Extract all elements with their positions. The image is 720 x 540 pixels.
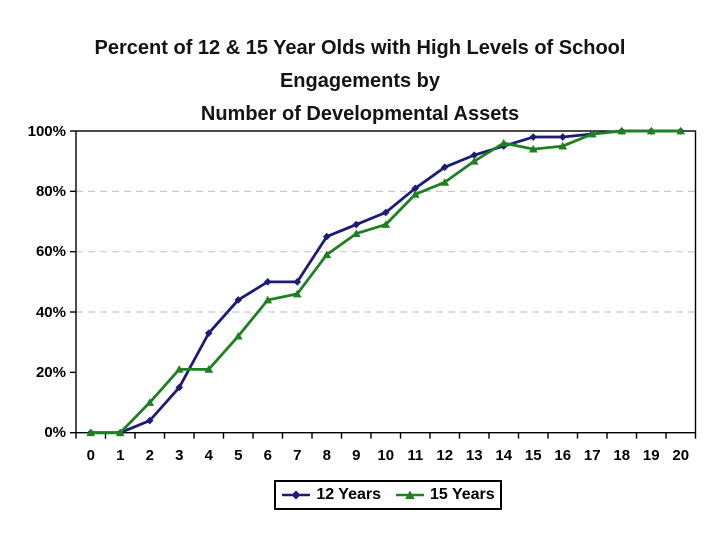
x-axis-label-8: 8 bbox=[322, 447, 331, 464]
marker-triangle-15-years bbox=[381, 220, 391, 228]
x-axis-label-14: 14 bbox=[495, 447, 513, 464]
marker-diamond-12-years bbox=[145, 416, 154, 425]
legend: 12 Years 15 Years bbox=[274, 480, 502, 510]
marker-triangle-15-years bbox=[558, 141, 568, 150]
marker-diamond-12-years bbox=[381, 208, 390, 217]
x-axis-label-20: 20 bbox=[672, 447, 690, 464]
marker-diamond-12-years bbox=[204, 329, 213, 337]
legend-item-12-years: 12 Years bbox=[281, 486, 381, 504]
marker-diamond-12-years bbox=[440, 163, 449, 172]
legend-item-15-years: 15 Years bbox=[395, 486, 495, 504]
marker-triangle-15-years bbox=[86, 428, 96, 437]
marker-diamond-12-years bbox=[322, 232, 331, 241]
marker-triangle-15-years bbox=[351, 229, 361, 237]
y-axis-label-80: 80% bbox=[35, 182, 66, 200]
marker-diamond-12-years bbox=[293, 278, 302, 286]
x-axis-label-17: 17 bbox=[583, 447, 601, 464]
y-axis-label-40: 40% bbox=[35, 303, 66, 321]
x-axis-label-1: 1 bbox=[116, 447, 125, 464]
x-axis-label-12: 12 bbox=[436, 447, 454, 464]
x-axis-label-19: 19 bbox=[642, 447, 660, 464]
marker-triangle-15-years bbox=[469, 156, 479, 165]
legend-label-12-years: 12 Years bbox=[316, 486, 381, 503]
x-axis-label-0: 0 bbox=[86, 447, 95, 464]
marker-triangle-15-years bbox=[528, 144, 538, 153]
marker-diamond-12-years bbox=[263, 278, 272, 286]
marker-triangle-15-years bbox=[145, 398, 155, 406]
marker-diamond-12-years bbox=[352, 220, 361, 229]
marker-triangle-15-years bbox=[204, 365, 214, 373]
marker-triangle-15-years bbox=[440, 178, 450, 186]
marker-triangle-15-years bbox=[587, 129, 597, 138]
legend-line-triangle-icon bbox=[396, 490, 424, 499]
axis-ticks bbox=[70, 130, 697, 439]
legend-line-diamond-icon bbox=[282, 490, 311, 500]
marker-triangle-15-years bbox=[499, 138, 509, 147]
x-axis-label-15: 15 bbox=[524, 447, 542, 464]
marker-diamond-12-years bbox=[234, 296, 243, 304]
x-axis-label-6: 6 bbox=[263, 447, 272, 464]
gridlines bbox=[76, 190, 696, 313]
marker-triangle-15-years bbox=[233, 331, 243, 340]
legend-label-15-years: 15 Years bbox=[430, 486, 495, 503]
marker-triangle-15-years bbox=[115, 428, 125, 437]
marker-diamond-12-years bbox=[558, 133, 567, 141]
marker-triangle-15-years bbox=[292, 289, 302, 298]
x-axis-label-16: 16 bbox=[554, 447, 572, 464]
marker-diamond-12-years bbox=[175, 383, 184, 392]
marker-diamond-12-years bbox=[529, 133, 538, 141]
chart-title-line-1: Percent of 12 & 15 Year Olds with High L… bbox=[94, 37, 626, 59]
marker-triangle-15-years bbox=[410, 190, 420, 198]
y-axis-label-20: 20% bbox=[35, 363, 66, 381]
marker-triangle-15-years bbox=[646, 126, 656, 135]
chart-title-line-2: Engagements by bbox=[279, 70, 441, 92]
y-axis-label-0: 0% bbox=[44, 424, 66, 442]
x-axis-label-18: 18 bbox=[613, 447, 631, 464]
x-axis-label-9: 9 bbox=[352, 447, 361, 464]
marker-triangle-15-years bbox=[617, 126, 627, 135]
marker-diamond-12-years bbox=[470, 151, 479, 159]
x-axis-label-4: 4 bbox=[204, 447, 213, 464]
x-axis-label-10: 10 bbox=[377, 447, 395, 464]
marker-triangle-15-years bbox=[676, 126, 686, 135]
marker-diamond-12-years bbox=[411, 184, 420, 193]
chart-title: Percent of 12 & 15 Year Olds with High L… bbox=[0, 32, 720, 131]
y-axis-label-60: 60% bbox=[35, 243, 66, 261]
marker-triangle-15-years bbox=[174, 365, 184, 373]
x-axis-label-2: 2 bbox=[145, 447, 154, 464]
marker-triangle-15-years bbox=[263, 295, 273, 304]
plot-area-border bbox=[75, 130, 697, 434]
x-axis-label-11: 11 bbox=[407, 447, 424, 464]
chart-title-line-3: Number of Developmental Assets bbox=[200, 103, 520, 125]
marker-triangle-15-years bbox=[322, 250, 332, 259]
x-axis-label-5: 5 bbox=[234, 447, 243, 464]
x-axis-label-13: 13 bbox=[465, 447, 483, 464]
y-axis-label-100: 100% bbox=[27, 122, 66, 140]
x-axis-label-3: 3 bbox=[175, 447, 184, 464]
data-series bbox=[86, 126, 686, 437]
x-axis-label-7: 7 bbox=[293, 447, 302, 464]
